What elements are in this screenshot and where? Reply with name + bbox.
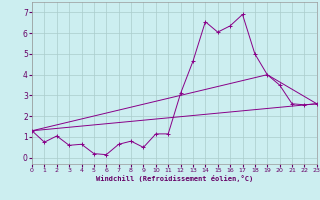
X-axis label: Windchill (Refroidissement éolien,°C): Windchill (Refroidissement éolien,°C) bbox=[96, 175, 253, 182]
